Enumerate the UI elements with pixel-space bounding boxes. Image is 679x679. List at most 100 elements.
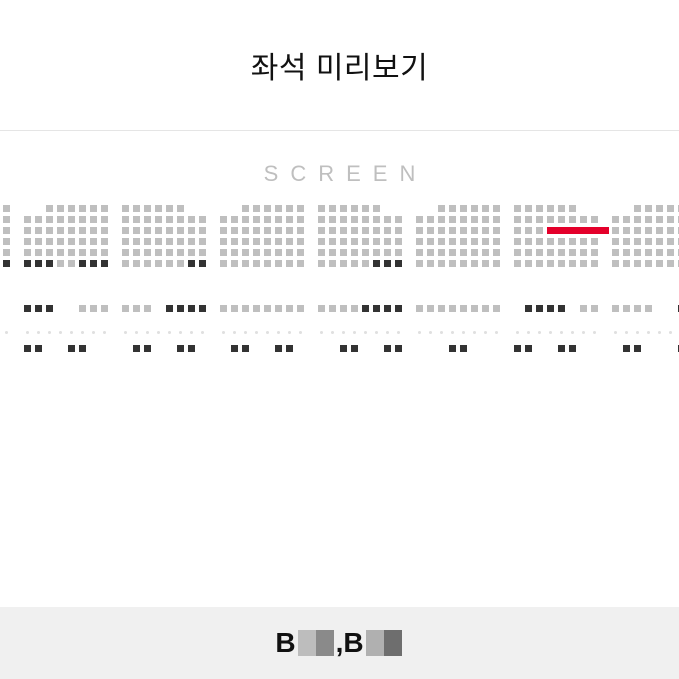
seat[interactable] [286, 345, 293, 352]
seat[interactable] [634, 305, 641, 312]
seat[interactable] [460, 216, 467, 223]
seat[interactable] [253, 227, 260, 234]
seat[interactable] [525, 216, 532, 223]
seat[interactable] [90, 249, 97, 256]
seat[interactable] [623, 249, 630, 256]
seat[interactable] [297, 238, 304, 245]
seat[interactable] [253, 216, 260, 223]
seat[interactable] [46, 260, 53, 267]
seat[interactable] [634, 205, 641, 212]
seat[interactable] [90, 238, 97, 245]
seat[interactable] [90, 205, 97, 212]
seat[interactable] [79, 227, 86, 234]
seat[interactable] [438, 260, 445, 267]
seat[interactable] [275, 260, 282, 267]
seat[interactable] [493, 305, 500, 312]
seat[interactable] [634, 345, 641, 352]
seat[interactable] [623, 260, 630, 267]
seat[interactable] [79, 345, 86, 352]
seat[interactable] [667, 216, 674, 223]
seat[interactable] [264, 216, 271, 223]
seat[interactable] [514, 238, 521, 245]
seat[interactable] [231, 249, 238, 256]
seat[interactable] [144, 238, 151, 245]
seat[interactable] [395, 227, 402, 234]
seat[interactable] [438, 227, 445, 234]
seat[interactable] [384, 305, 391, 312]
seat[interactable] [525, 260, 532, 267]
seat[interactable] [286, 238, 293, 245]
seat[interactable] [471, 205, 478, 212]
seat[interactable] [449, 249, 456, 256]
seat[interactable] [438, 238, 445, 245]
seat[interactable] [427, 238, 434, 245]
seat[interactable] [656, 249, 663, 256]
seat[interactable] [612, 227, 619, 234]
seat[interactable] [569, 205, 576, 212]
seat[interactable] [144, 249, 151, 256]
seat[interactable] [471, 305, 478, 312]
seat[interactable] [35, 216, 42, 223]
seat[interactable] [471, 249, 478, 256]
seat[interactable] [438, 205, 445, 212]
seat[interactable] [275, 305, 282, 312]
seat[interactable] [351, 216, 358, 223]
seat[interactable] [122, 227, 129, 234]
seat[interactable] [318, 238, 325, 245]
seat[interactable] [558, 345, 565, 352]
seat[interactable] [591, 305, 598, 312]
seat[interactable] [514, 345, 521, 352]
seat[interactable] [57, 249, 64, 256]
seat[interactable] [340, 305, 347, 312]
seat[interactable] [525, 205, 532, 212]
seat[interactable] [46, 205, 53, 212]
seat[interactable] [416, 249, 423, 256]
seat[interactable] [351, 227, 358, 234]
seat[interactable] [275, 345, 282, 352]
seat[interactable] [122, 260, 129, 267]
seat[interactable] [580, 260, 587, 267]
seat[interactable] [275, 227, 282, 234]
seat[interactable] [351, 305, 358, 312]
seat[interactable] [188, 216, 195, 223]
seat[interactable] [493, 249, 500, 256]
seat[interactable] [297, 227, 304, 234]
seat[interactable] [318, 260, 325, 267]
seat[interactable] [46, 227, 53, 234]
seat[interactable] [286, 205, 293, 212]
seat[interactable] [373, 249, 380, 256]
seat[interactable] [101, 238, 108, 245]
seat[interactable] [667, 227, 674, 234]
seat[interactable] [242, 238, 249, 245]
seat[interactable] [177, 345, 184, 352]
seat[interactable] [264, 238, 271, 245]
seat[interactable] [329, 305, 336, 312]
seat[interactable] [558, 249, 565, 256]
seat[interactable] [569, 345, 576, 352]
seat[interactable] [427, 260, 434, 267]
seat[interactable] [645, 305, 652, 312]
seat[interactable] [144, 305, 151, 312]
seat[interactable] [536, 216, 543, 223]
seat[interactable] [612, 249, 619, 256]
seat[interactable] [188, 345, 195, 352]
seat[interactable] [340, 205, 347, 212]
seat[interactable] [558, 238, 565, 245]
seat[interactable] [623, 227, 630, 234]
seat[interactable] [133, 238, 140, 245]
seat[interactable] [427, 249, 434, 256]
seat[interactable] [220, 227, 227, 234]
seat[interactable] [395, 345, 402, 352]
seat[interactable] [471, 260, 478, 267]
seat[interactable] [166, 249, 173, 256]
seat[interactable] [471, 227, 478, 234]
seat[interactable] [24, 260, 31, 267]
seat[interactable] [144, 205, 151, 212]
seat[interactable] [101, 216, 108, 223]
seat[interactable] [199, 227, 206, 234]
seat[interactable] [79, 249, 86, 256]
seat[interactable] [155, 216, 162, 223]
seat[interactable] [580, 238, 587, 245]
seat[interactable] [373, 238, 380, 245]
seat[interactable] [68, 238, 75, 245]
